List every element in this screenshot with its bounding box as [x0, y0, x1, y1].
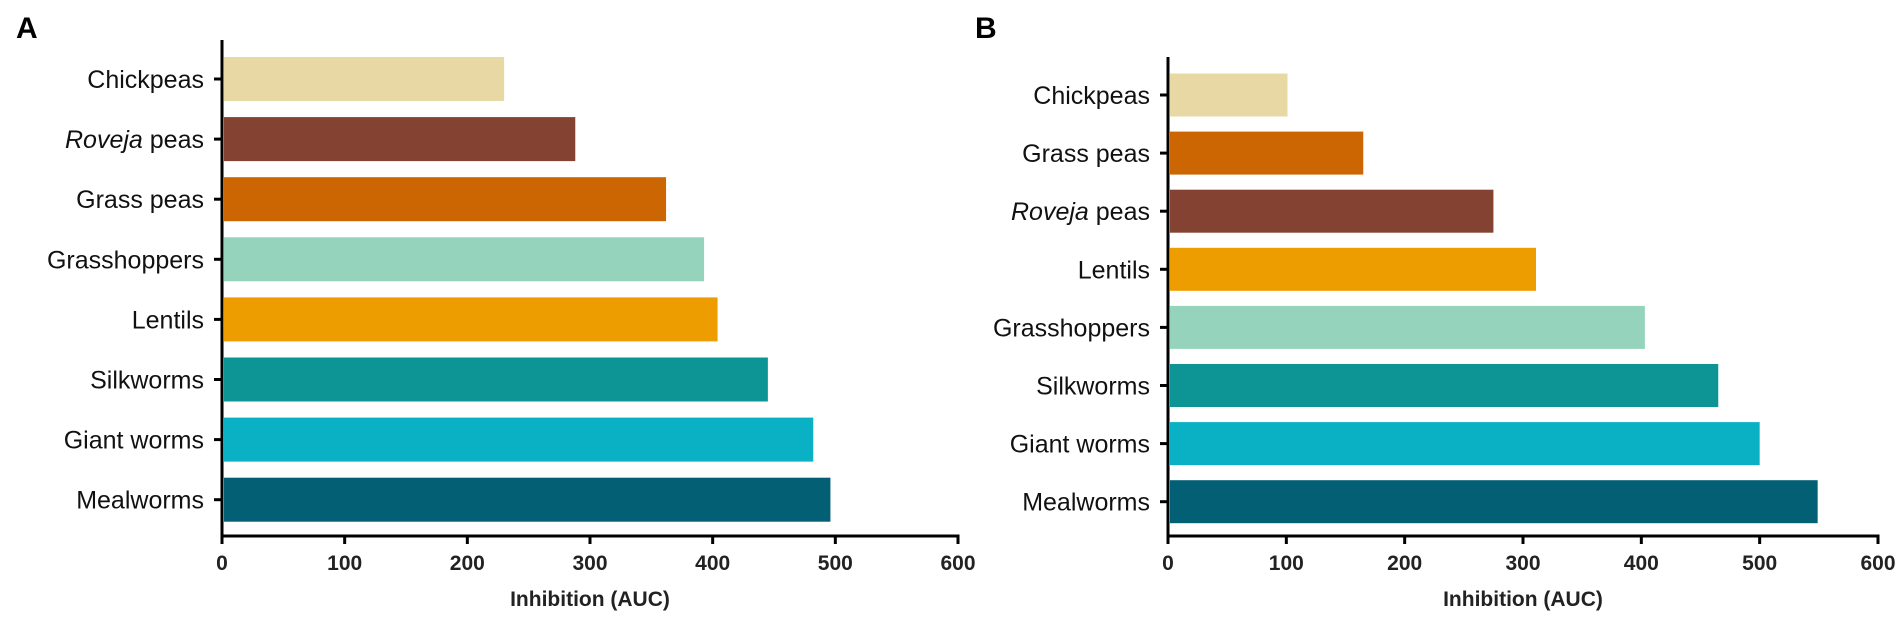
bar-grass-peas — [1170, 131, 1364, 175]
x-tick-label: 200 — [450, 552, 485, 575]
x-tick-label: 0 — [1162, 552, 1174, 575]
category-label-part: Roveja — [65, 126, 143, 154]
x-tick-label: 400 — [1624, 552, 1659, 575]
bar-lentils — [1170, 247, 1537, 291]
category-label-part: peas — [143, 126, 204, 154]
category-label-mealworms: Mealworms — [1022, 489, 1150, 517]
category-label-part: Silkworms — [90, 367, 204, 395]
bar-chickpeas — [1170, 73, 1288, 117]
category-label-part: Giant worms — [64, 427, 204, 455]
category-label-lentils: Lentils — [1078, 256, 1150, 284]
panel-b: B Chickpeas Grass peas Roveja peas Lentils Gr… — [975, 12, 1896, 611]
x-axis-title: Inhibition (AUC) — [1443, 588, 1603, 611]
x-tick-label: 500 — [818, 552, 853, 575]
category-label-lentils: Lentils — [132, 306, 204, 334]
panel-a: A Chickpeas Roveja peas Grass peas Grasshopp… — [16, 12, 976, 611]
panel-letter: A — [16, 12, 38, 45]
x-tick-label: 100 — [1269, 552, 1304, 575]
category-label-part: Giant worms — [1010, 431, 1150, 459]
category-label-roveja-peas: Roveja peas — [65, 126, 204, 154]
bar-chickpeas — [224, 57, 505, 101]
category-label-part: Grass peas — [76, 186, 204, 214]
bar-roveja-peas — [224, 117, 576, 162]
bar-giant-worms — [224, 417, 814, 462]
x-tick-label: 0 — [216, 552, 228, 575]
bar-mealworms — [224, 477, 831, 522]
category-label-silkworms: Silkworms — [90, 367, 204, 395]
category-label-grass-peas: Grass peas — [1022, 140, 1150, 168]
x-tick-label: 600 — [940, 552, 975, 575]
x-tick-label: 600 — [1860, 552, 1895, 575]
category-label-part: Lentils — [132, 306, 204, 334]
x-tick-label: 300 — [572, 552, 607, 575]
category-label-giant-worms: Giant worms — [64, 427, 204, 455]
bar-grasshoppers — [224, 237, 705, 282]
category-label-mealworms: Mealworms — [76, 487, 204, 515]
category-label-chickpeas: Chickpeas — [87, 66, 204, 94]
category-label-part: Mealworms — [1022, 489, 1150, 517]
bar-roveja-peas — [1170, 189, 1494, 233]
bar-lentils — [224, 297, 718, 342]
bar-grasshoppers — [1170, 305, 1645, 349]
category-label-part: Mealworms — [76, 487, 204, 515]
bar-silkworms — [1170, 364, 1719, 407]
bar-silkworms — [224, 357, 768, 402]
category-label-part: Grasshoppers — [47, 246, 204, 274]
category-label-part: Chickpeas — [87, 66, 204, 94]
category-label-chickpeas: Chickpeas — [1033, 82, 1150, 110]
x-tick-label: 100 — [327, 552, 362, 575]
category-label-part: Chickpeas — [1033, 82, 1150, 110]
category-label-part: Roveja — [1011, 198, 1089, 226]
x-axis-title: Inhibition (AUC) — [510, 588, 670, 611]
category-label-part: Lentils — [1078, 256, 1150, 284]
bar-mealworms — [1170, 480, 1818, 524]
category-label-part: Silkworms — [1036, 373, 1150, 401]
category-label-giant-worms: Giant worms — [1010, 431, 1150, 459]
category-label-part: peas — [1089, 198, 1150, 226]
bar-grass-peas — [224, 177, 667, 222]
panel-letter: B — [975, 12, 997, 45]
category-label-part: Grasshoppers — [993, 314, 1150, 342]
category-label-roveja-peas: Roveja peas — [1011, 198, 1150, 226]
category-label-grass-peas: Grass peas — [76, 186, 204, 214]
x-tick-label: 500 — [1742, 552, 1777, 575]
category-label-silkworms: Silkworms — [1036, 373, 1150, 401]
x-tick-label: 400 — [695, 552, 730, 575]
x-tick-label: 300 — [1505, 552, 1540, 575]
category-label-part: Grass peas — [1022, 140, 1150, 168]
category-label-grasshoppers: Grasshoppers — [993, 314, 1150, 342]
category-label-grasshoppers: Grasshoppers — [47, 246, 204, 274]
x-tick-label: 200 — [1387, 552, 1422, 575]
bar-giant-worms — [1170, 422, 1760, 466]
